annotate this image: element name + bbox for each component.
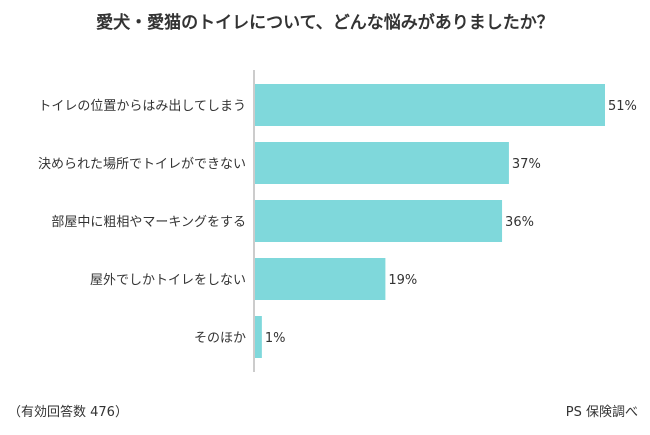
chart-title: 愛犬・愛猫のトイレについて、どんな悩みがありましたか？ (96, 13, 554, 33)
source-note: PS 保険調べ (565, 405, 638, 420)
category-label-2: 部屋中に粗相やマーキングをする (51, 215, 246, 230)
value-label-0: 51% (608, 99, 637, 114)
value-label-3: 19% (388, 273, 417, 288)
bar-2 (255, 200, 503, 242)
value-label-1: 37% (512, 157, 541, 172)
bar-1 (255, 142, 509, 184)
value-label-2: 36% (505, 215, 534, 230)
bar-3 (255, 258, 386, 300)
category-label-1: 決められた場所でトイレができない (38, 157, 246, 172)
bar-0 (255, 84, 605, 126)
value-label-4: 1% (265, 331, 286, 346)
category-label-0: トイレの位置からはみ出してしまう (38, 99, 246, 114)
category-label-4: そのほか (194, 331, 246, 346)
respondent-count-note: （有効回答数 476） (8, 405, 128, 420)
bar-4 (255, 316, 262, 358)
category-label-3: 屋外でしかトイレをしない (90, 273, 246, 288)
